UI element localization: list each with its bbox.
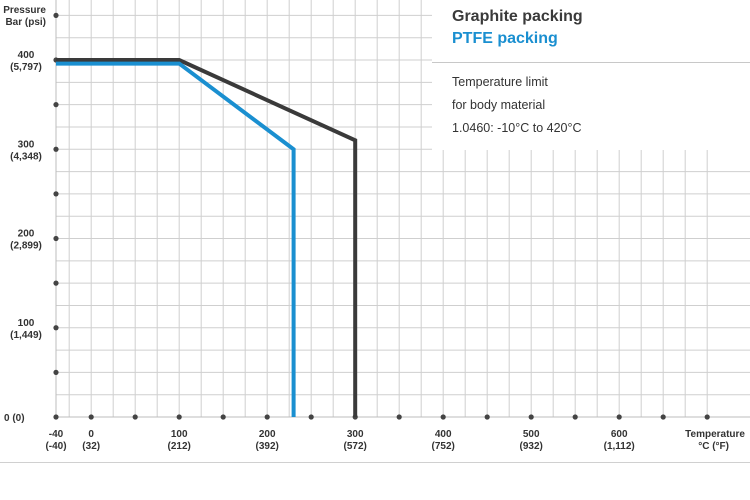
- y-axis-dot: [53, 369, 59, 375]
- bottom-rule: [0, 462, 750, 463]
- x-tick-sublabel: (932): [520, 441, 543, 452]
- x-axis-dot: [440, 414, 446, 420]
- y-tick-label: 200: [18, 229, 35, 240]
- x-tick-label: 300: [347, 429, 364, 440]
- x-axis-dot: [484, 414, 490, 420]
- x-axis-dot: [528, 414, 534, 420]
- x-tick-label: 100: [171, 429, 188, 440]
- x-axis-dot: [616, 414, 622, 420]
- x-axis-dot: [264, 414, 270, 420]
- legend-divider: [432, 62, 750, 63]
- x-axis-dot: [396, 414, 402, 420]
- y-axis-dot: [53, 235, 59, 242]
- y-axis-dot: [53, 146, 59, 152]
- y-tick-sublabel: (5,797): [10, 62, 42, 73]
- legend-ptfe-label: PTFE packing: [452, 30, 558, 47]
- legend-panel: Graphite packing PTFE packing Temperatur…: [432, 0, 750, 150]
- x-axis-dot: [660, 414, 666, 420]
- x-axis-title: Temperature: [685, 429, 745, 440]
- x-tick-sublabel: (752): [432, 441, 455, 452]
- x-axis-title-unit: °C (°F): [698, 441, 729, 452]
- y-tick-label: 400: [18, 50, 35, 61]
- note-line-2: for body material: [452, 98, 546, 112]
- x-tick-sublabel: (1,112): [604, 441, 635, 452]
- x-tick-label: 200: [259, 429, 276, 440]
- x-tick-label: 0: [88, 429, 94, 440]
- x-axis-dot: [88, 414, 94, 420]
- y-axis-dot: [53, 325, 59, 331]
- note-line-3: 1.0460: -10°C to 420°C: [452, 121, 582, 135]
- x-tick-label: 600: [611, 429, 628, 440]
- y-axis-title: Pressure: [3, 5, 46, 16]
- y-axis-dot: [53, 414, 59, 420]
- x-tick-sublabel: (392): [256, 441, 279, 452]
- y-axis-title-unit: Bar (psi): [5, 17, 46, 28]
- series-line-graphite-packing: [56, 58, 358, 417]
- y-tick-sublabel: (4,348): [10, 151, 42, 162]
- x-tick-label: 400: [435, 429, 452, 440]
- legend-graphite-label: Graphite packing: [452, 8, 583, 25]
- x-axis-dot: [572, 414, 578, 420]
- note-line-1: Temperature limit: [452, 75, 548, 89]
- x-tick-label: 500: [523, 429, 540, 440]
- y-axis-dot: [53, 12, 59, 18]
- y-axis-dot: [53, 102, 59, 108]
- x-tick-label: -40: [49, 429, 64, 440]
- y-tick-label: 100: [18, 318, 35, 329]
- y-tick-label: 300: [18, 139, 35, 150]
- x-tick-sublabel: (-40): [45, 441, 66, 452]
- x-axis-dot: [176, 414, 182, 420]
- y-axis-dot: [53, 280, 59, 286]
- x-axis-dot: [308, 414, 314, 420]
- y-tick-sublabel: (2,899): [10, 241, 42, 252]
- x-axis-dot: [704, 414, 710, 420]
- y-tick-label: 0 (0): [4, 413, 25, 424]
- x-axis-dot: [220, 414, 226, 420]
- x-tick-sublabel: (212): [168, 441, 191, 452]
- y-tick-sublabel: (1,449): [10, 330, 42, 341]
- y-axis-dot: [53, 191, 59, 197]
- x-axis-dot: [132, 414, 138, 420]
- x-tick-sublabel: (572): [344, 441, 367, 452]
- series-line-ptfe-packing: [56, 61, 296, 417]
- x-tick-sublabel: (32): [82, 441, 100, 452]
- series-lines: [56, 58, 358, 417]
